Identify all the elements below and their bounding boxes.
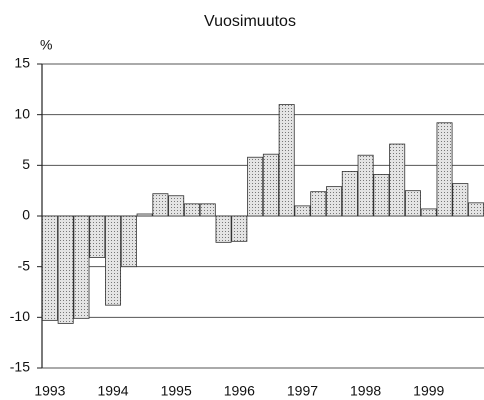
bar	[278, 104, 295, 217]
bar	[404, 190, 421, 217]
x-tick-label: 1996	[224, 383, 255, 399]
bar	[389, 143, 406, 217]
x-tick-label: 1999	[413, 383, 444, 399]
y-tick-label: 10	[14, 105, 30, 121]
bar	[136, 213, 153, 217]
bar	[152, 193, 169, 217]
x-tick-label: 1998	[350, 383, 381, 399]
bar	[373, 174, 390, 217]
x-tick-label: 1997	[287, 383, 318, 399]
y-tick-label: 5	[22, 156, 30, 172]
y-tick-label: 15	[14, 55, 30, 71]
bar	[452, 183, 469, 217]
y-tick-label: -15	[10, 359, 30, 375]
x-tick-label: 1994	[97, 383, 128, 399]
y-axis-label: %	[40, 37, 52, 53]
bar	[420, 208, 437, 217]
bar	[262, 153, 279, 217]
bar	[105, 215, 122, 306]
y-tick-label: 0	[22, 207, 30, 223]
bar	[168, 195, 185, 217]
chart-subtitle: Vuosimuutos	[204, 13, 296, 30]
bar	[89, 215, 106, 258]
bar	[120, 215, 137, 268]
x-tick-label: 1993	[34, 383, 65, 399]
bar	[310, 191, 327, 217]
bar	[57, 215, 74, 324]
bar	[341, 171, 358, 217]
bar	[73, 215, 90, 319]
bar	[41, 215, 58, 321]
y-tick-label: -5	[18, 257, 31, 273]
bar	[357, 154, 374, 217]
bar	[247, 156, 264, 217]
bar	[294, 205, 311, 217]
bar	[215, 215, 232, 243]
bar	[199, 203, 216, 217]
bar	[436, 122, 453, 217]
x-tick-label: 1995	[161, 383, 192, 399]
y-tick-label: -10	[10, 308, 30, 324]
bar	[231, 215, 248, 242]
bar	[468, 202, 484, 217]
bar	[183, 203, 200, 217]
bar	[326, 186, 343, 217]
